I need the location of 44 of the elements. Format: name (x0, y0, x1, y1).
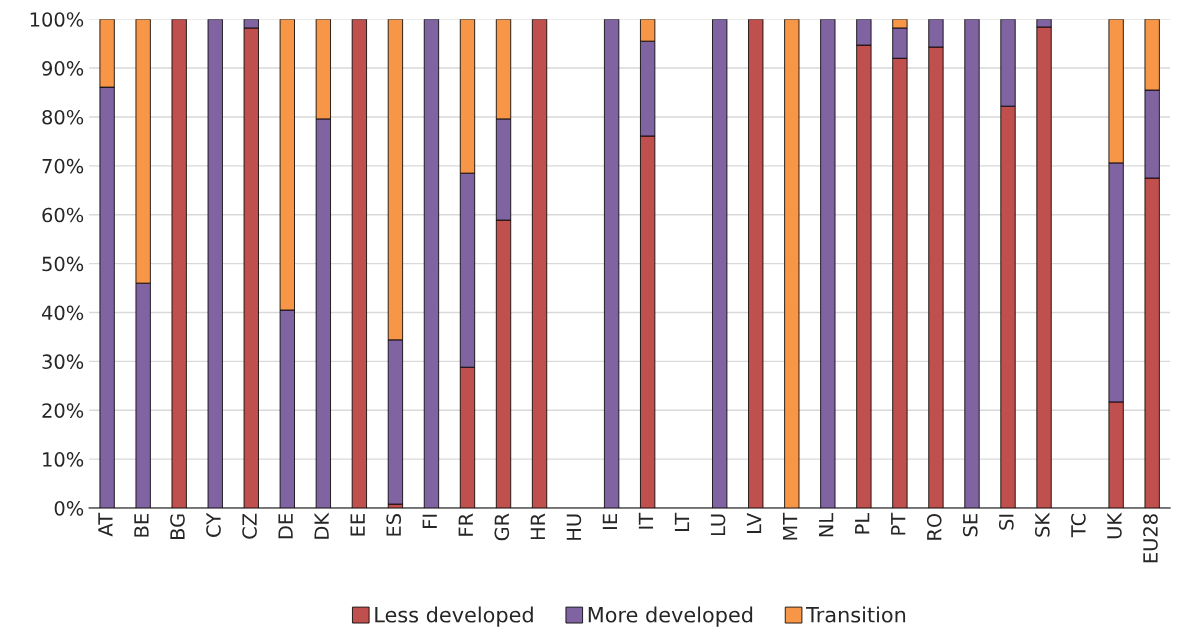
x-tick-label: AT (98, 512, 113, 537)
legend-label: Less developed (375, 606, 533, 627)
x-tick-label: SI (998, 514, 1014, 530)
x-tick-label: GR (494, 513, 510, 541)
x-tick-label: RO (926, 513, 942, 540)
x-tick-label: SK (1034, 512, 1050, 537)
legend-label: More developed (588, 606, 753, 627)
x-tick-label: SE (962, 514, 978, 537)
x-tick-label: HR (530, 513, 545, 540)
x-tick-label: BE (134, 514, 149, 537)
x-tick-label: PL (855, 512, 870, 534)
y-tick-label: 100% (30, 12, 84, 27)
y-tick-label: 80% (42, 109, 84, 125)
legend-label: Transition (806, 606, 906, 623)
x-tick-label: LV (746, 513, 762, 533)
x-tick-label: DK (314, 512, 329, 539)
x-tick-label: HU (566, 514, 582, 540)
y-tick-label: 30% (42, 354, 84, 370)
y-tick-label: 10% (43, 452, 84, 467)
x-tick-label: DE (278, 514, 293, 539)
x-tick-label: EE (350, 514, 365, 536)
x-tick-label: TC (1071, 513, 1086, 538)
y-tick-label: 40% (41, 305, 84, 321)
x-tick-label: UK (1107, 512, 1122, 539)
x-tick-label: NL (819, 512, 834, 537)
y-tick-label: 60% (42, 207, 84, 223)
y-tick-label: 0% (54, 500, 84, 516)
x-tick-label: FI (422, 514, 437, 528)
x-tick-label: EU28 (1143, 514, 1158, 563)
y-tick-label: 50% (42, 256, 84, 272)
x-tick-label: MT (782, 512, 798, 540)
x-tick-label: IE (602, 514, 617, 529)
x-tick-label: BG (170, 514, 185, 540)
x-tick-label: CY (206, 512, 221, 537)
y-tick-label: 90% (42, 61, 84, 76)
x-tick-label: IT (638, 512, 654, 529)
x-tick-label: CZ (242, 513, 257, 539)
x-tick-label: FR (458, 513, 473, 536)
x-tick-label: LT (674, 512, 690, 531)
x-tick-label: ES (386, 513, 402, 536)
y-tick-label: 70% (42, 158, 84, 174)
x-tick-label: LU (710, 514, 726, 536)
x-tick-label: PT (891, 512, 906, 535)
y-tick-label: 20% (42, 403, 84, 418)
